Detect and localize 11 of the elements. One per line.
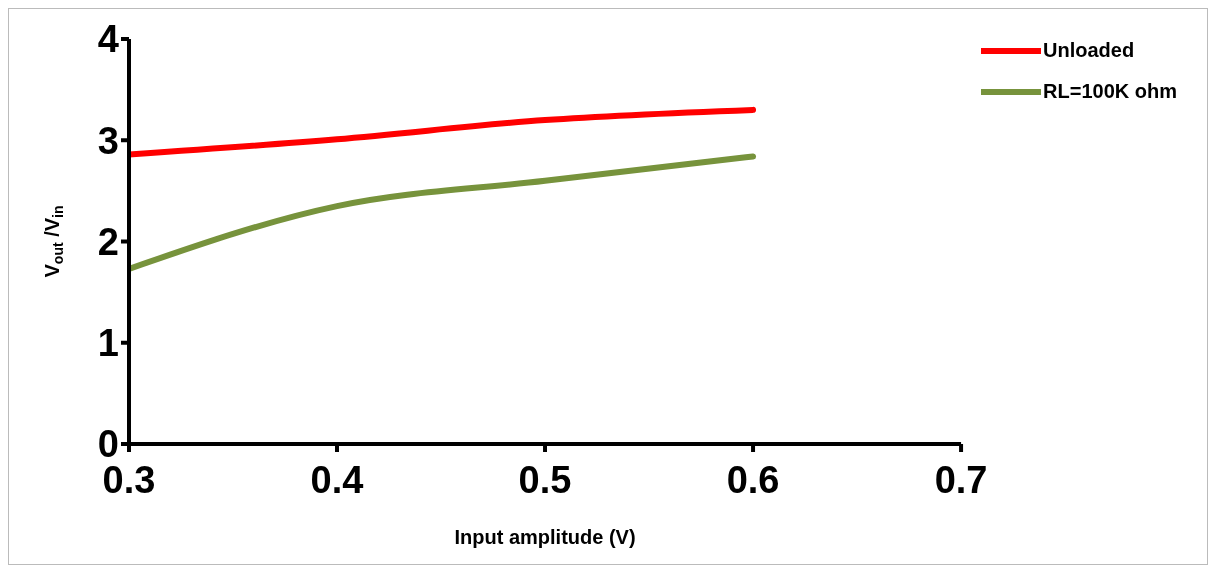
legend-label: Unloaded <box>1043 39 1135 62</box>
y-tick-label: 4 <box>97 18 119 61</box>
x-tick-label: 0.6 <box>726 458 780 501</box>
x-tick-label: 0.5 <box>518 458 572 501</box>
x-tick-label: 0.7 <box>934 458 988 501</box>
x-tick-label: 0.4 <box>310 458 364 501</box>
y-tick-label: 2 <box>97 220 119 263</box>
y-tick-label: 3 <box>97 119 119 162</box>
legend-label: RL=100K ohm <box>1043 80 1177 103</box>
x-axis-title: Input amplitude (V) <box>454 526 636 548</box>
y-tick-label: 1 <box>97 322 119 365</box>
